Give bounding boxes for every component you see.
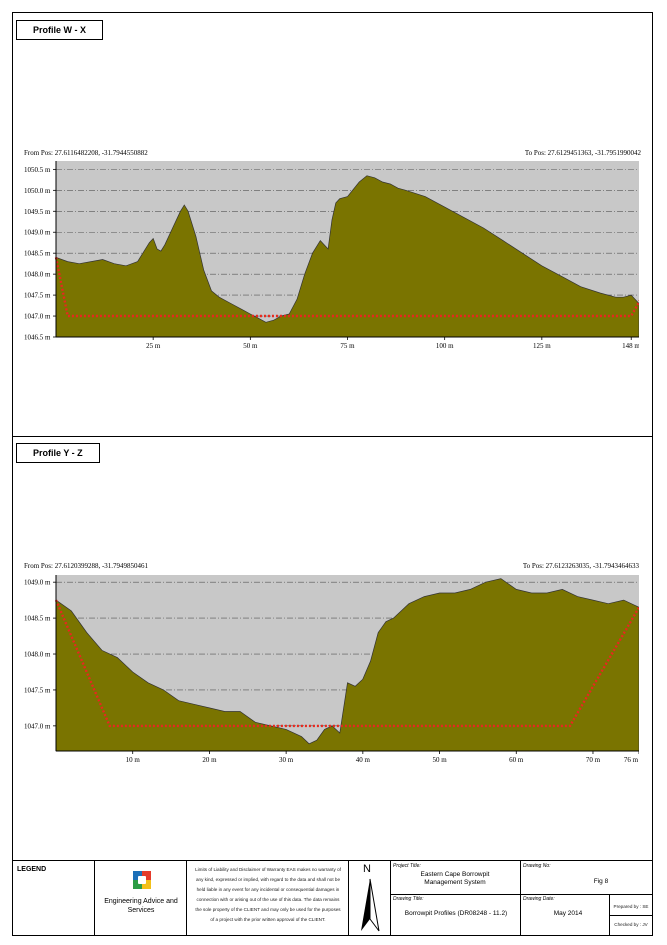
y-tick-label: 1047.0 m: [24, 722, 51, 730]
y-tick-label: 1047.5 m: [24, 292, 51, 300]
drawing-frame: [12, 12, 653, 936]
x-tick-label: 100 m: [436, 342, 454, 350]
drawing-date: May 2014: [553, 910, 583, 917]
x-tick-label: 20 m: [202, 756, 217, 764]
y-tick-label: 1049.0 m: [24, 229, 51, 237]
info-divider: [521, 894, 652, 895]
company-cell: Engineering Advice and Services: [95, 861, 187, 936]
profile-title-2: Profile Y - Z: [16, 443, 100, 463]
titles-cell: Project Title: Eastern Cape Borrowpit Ma…: [391, 861, 521, 936]
from-pos-1: From Pos: 27.6116482208, -31.7944550882: [24, 149, 148, 157]
x-tick-label: 125 m: [533, 342, 551, 350]
y-tick-label: 1050.0 m: [24, 187, 51, 195]
x-tick-label: 148 m: [622, 342, 639, 350]
y-tick-label: 1049.5 m: [24, 208, 51, 216]
y-tick-label: 1048.0 m: [24, 651, 51, 659]
x-tick-label: 70 m: [586, 756, 601, 764]
profile-title-1: Profile W - X: [16, 20, 104, 40]
disclaimer-cell: Limits of Liability and Disclaimer of Wa…: [187, 861, 349, 936]
project-title-label: Project Title:: [393, 863, 421, 869]
x-tick-label: 50 m: [432, 756, 447, 764]
north-arrow-icon: [361, 878, 380, 932]
drawing-date-label: Drawing Date:: [523, 896, 555, 902]
x-tick-label: 30 m: [279, 756, 294, 764]
y-tick-label: 1048.0 m: [24, 271, 51, 279]
terrain-area: [55, 175, 639, 338]
profile-chart-2: 1047.0 m 1047.5 m 1048.0 m 1048.5 m 1049.0 m…: [22, 571, 639, 767]
drawing-no-label: Drawing No:: [523, 863, 551, 869]
profile-chart-2-svg: 1047.0 m 1047.5 m 1048.0 m 1048.5 m 1049.0 m…: [24, 575, 639, 764]
to-pos-2: To Pos: 27.6123263035, -31.7943464633: [522, 562, 639, 570]
profile-chart-1: 1046.5 m 1047.0 m 1047.5 m 1048.0 m 1048.5 m…: [22, 157, 639, 353]
profile-chart-1-svg: 1046.5 m 1047.0 m 1047.5 m 1048.0 m 1048.5 m…: [24, 161, 639, 350]
company-name: Engineering Advice and Services: [104, 898, 178, 914]
titles-divider: [391, 894, 521, 895]
x-tick-label: 75 m: [340, 342, 355, 350]
drawing-no: Fig 8: [593, 878, 609, 885]
drawing-title-label: Drawing Title:: [393, 896, 424, 902]
y-tick-label: 1046.5 m: [24, 334, 51, 342]
y-tick-label: 1047.0 m: [24, 313, 51, 321]
drawing-info-cell: Drawing No: Fig 8 Drawing Date: May 2014…: [521, 861, 652, 936]
from-pos-2: From Pos: 27.6120399288, -31.7949850461: [24, 562, 149, 570]
design-level-line: [54, 257, 639, 318]
prepared-by: Prepared by : SE: [613, 904, 649, 909]
signoff-divider: [609, 915, 652, 916]
y-tick-label: 1049.0 m: [24, 579, 51, 587]
y-tick-label: 1048.5 m: [24, 250, 51, 258]
title-block: LEGEND Engineering Advice and Services L…: [13, 860, 652, 936]
disclaimer-text: Limits of Liability and Disclaimer of Wa…: [195, 867, 341, 922]
x-tick-label: 25 m: [146, 342, 161, 350]
project-title: Eastern Cape Borrowpit Management System: [420, 871, 490, 886]
company-logo: [133, 871, 151, 889]
profile-divider: [13, 436, 652, 437]
checked-by: Checked by : JV: [614, 922, 648, 927]
y-tick-label: 1047.5 m: [24, 686, 51, 694]
x-tick-label: 10 m: [126, 756, 141, 764]
x-tick-label: 40 m: [356, 756, 371, 764]
x-tick-label: 50 m: [243, 342, 258, 350]
terrain-area: [55, 578, 639, 752]
x-tick-label: 76 m: [624, 756, 639, 764]
x-tick-label: 60 m: [509, 756, 524, 764]
north-cell: N: [349, 861, 391, 936]
legend-cell: LEGEND: [13, 861, 95, 936]
to-pos-1: To Pos: 27.6129451363, -31.7951990042: [524, 149, 641, 157]
north-label: N: [363, 863, 371, 875]
y-tick-label: 1050.5 m: [24, 166, 51, 174]
y-tick-label: 1048.5 m: [24, 615, 51, 623]
legend-heading: LEGEND: [17, 866, 47, 873]
drawing-title: Borrowpit Profiles (DR08248 - 11.2): [404, 910, 508, 917]
